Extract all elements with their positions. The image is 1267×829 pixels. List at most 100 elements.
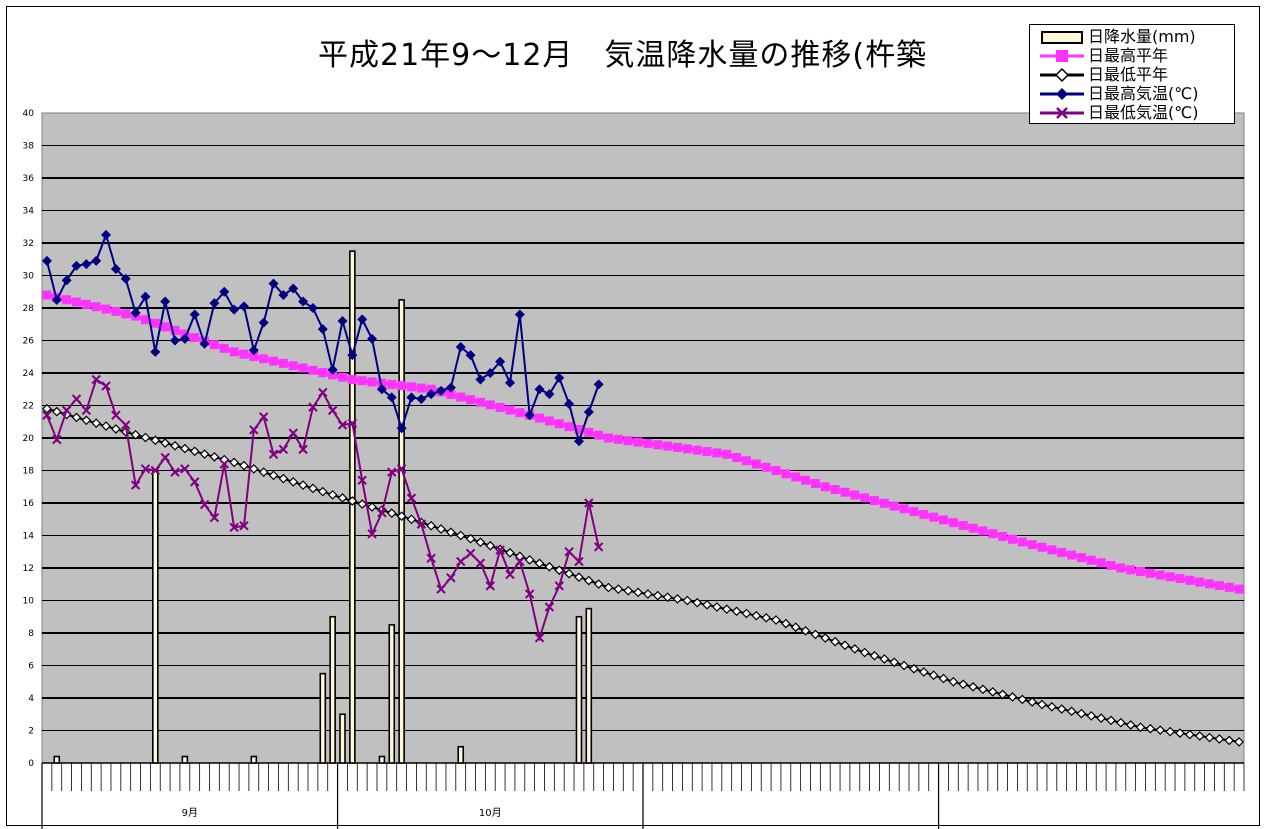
max-normal-point <box>288 361 298 371</box>
precipitation-bar <box>319 672 327 764</box>
min-normal-point <box>465 533 476 544</box>
min-temp-point <box>229 522 239 533</box>
max-normal-point <box>702 447 712 457</box>
min-normal-point <box>1194 731 1205 741</box>
min-temp-point <box>544 602 555 612</box>
min-temp-point <box>130 480 141 490</box>
min-normal-point <box>140 432 151 443</box>
min-temp-point <box>416 519 427 529</box>
min-normal-point <box>583 575 594 586</box>
min-normal-point <box>869 650 880 661</box>
max-normal-point <box>190 333 200 343</box>
legend-diamond-marker <box>1040 67 1084 83</box>
min-normal-point <box>810 629 821 640</box>
y-tick-label: 2 <box>28 727 34 737</box>
max-normal-point <box>564 422 574 432</box>
x-axis: 9月 10月 <box>41 762 1245 829</box>
min-temp-point <box>515 556 525 567</box>
min-normal-point <box>761 612 772 623</box>
max-temp-point <box>386 392 397 403</box>
max-normal-point <box>367 377 377 387</box>
y-tick-label: 8 <box>28 629 34 639</box>
min-normal-point <box>662 592 673 603</box>
max-temp-point <box>367 333 378 344</box>
max-normal-point <box>968 523 978 533</box>
min-temp-point <box>554 581 564 591</box>
max-normal-point <box>101 304 111 314</box>
max-normal-point <box>1047 545 1057 555</box>
min-normal-point <box>170 440 180 451</box>
y-tick-label: 38 <box>23 142 35 152</box>
max-normal-point <box>672 442 682 452</box>
max-normal-point <box>623 436 633 446</box>
max-temp-point <box>436 385 447 396</box>
min-normal-point <box>554 565 565 576</box>
min-temp-point <box>456 556 466 567</box>
max-normal-point <box>150 318 160 328</box>
max-normal-point <box>633 437 643 447</box>
min-normal-point <box>1106 715 1116 726</box>
min-normal-point <box>1204 732 1215 743</box>
max-temp-point <box>189 309 200 320</box>
min-temp-point <box>564 547 574 557</box>
max-normal-point <box>535 413 545 423</box>
min-temp-point <box>436 584 446 594</box>
max-normal-point <box>751 459 761 469</box>
min-normal-point <box>189 446 200 457</box>
max-normal-point <box>1205 579 1215 589</box>
min-normal-point <box>1037 699 1047 710</box>
min-normal-point <box>968 681 978 692</box>
max-temp-point <box>170 335 181 346</box>
min-temp-point <box>593 542 604 552</box>
max-normal-point <box>466 395 476 405</box>
min-normal-point <box>712 602 722 612</box>
max-temp-point <box>583 407 594 417</box>
precipitation-bar <box>250 755 258 764</box>
legend-diamond-marker <box>1040 88 1084 100</box>
min-normal-point <box>633 587 643 598</box>
min-normal-point <box>357 499 368 509</box>
min-normal-point <box>317 486 328 497</box>
min-normal-point <box>446 527 456 538</box>
min-normal-point <box>386 508 397 519</box>
temperature-lines <box>41 229 1244 747</box>
max-normal-point <box>170 325 180 335</box>
min-normal-point <box>337 493 348 503</box>
min-normal-point <box>859 647 870 658</box>
min-normal-point <box>1047 701 1057 712</box>
max-normal-point <box>475 397 485 407</box>
min-normal-point <box>130 429 141 440</box>
min-normal-point <box>820 633 831 643</box>
min-normal-point <box>1224 735 1235 746</box>
max-normal-point <box>988 529 998 539</box>
max-normal-point <box>140 315 150 325</box>
max-normal-point <box>298 363 308 373</box>
min-normal-point <box>534 558 545 569</box>
min-normal-point <box>1056 704 1067 714</box>
max-normal-point <box>998 531 1008 541</box>
max-normal-point <box>604 433 614 443</box>
max-normal-point <box>820 482 830 492</box>
max-normal-point <box>269 356 279 366</box>
min-temp-point <box>505 569 515 580</box>
min-temp-point <box>199 499 210 510</box>
max-temp-point <box>268 278 279 289</box>
max-normal-point <box>406 382 416 392</box>
precipitation-bar <box>398 299 405 764</box>
max-normal-point <box>1027 540 1037 550</box>
max-normal-point <box>1007 534 1017 544</box>
max-normal-point <box>1195 577 1205 587</box>
max-temp-point <box>396 423 407 434</box>
max-temp-point <box>51 294 62 305</box>
min-temp-point <box>150 465 161 476</box>
max-temp-point <box>317 324 328 335</box>
max-normal-point <box>485 400 495 410</box>
max-normal-point <box>771 466 781 475</box>
min-normal-point <box>1165 726 1175 737</box>
min-normal-point <box>150 435 161 446</box>
max-normal-point <box>870 496 880 506</box>
min-normal-point <box>51 406 62 417</box>
max-temp-point <box>199 338 210 349</box>
max-temp-point <box>91 255 102 266</box>
min-normal-point <box>239 460 249 471</box>
